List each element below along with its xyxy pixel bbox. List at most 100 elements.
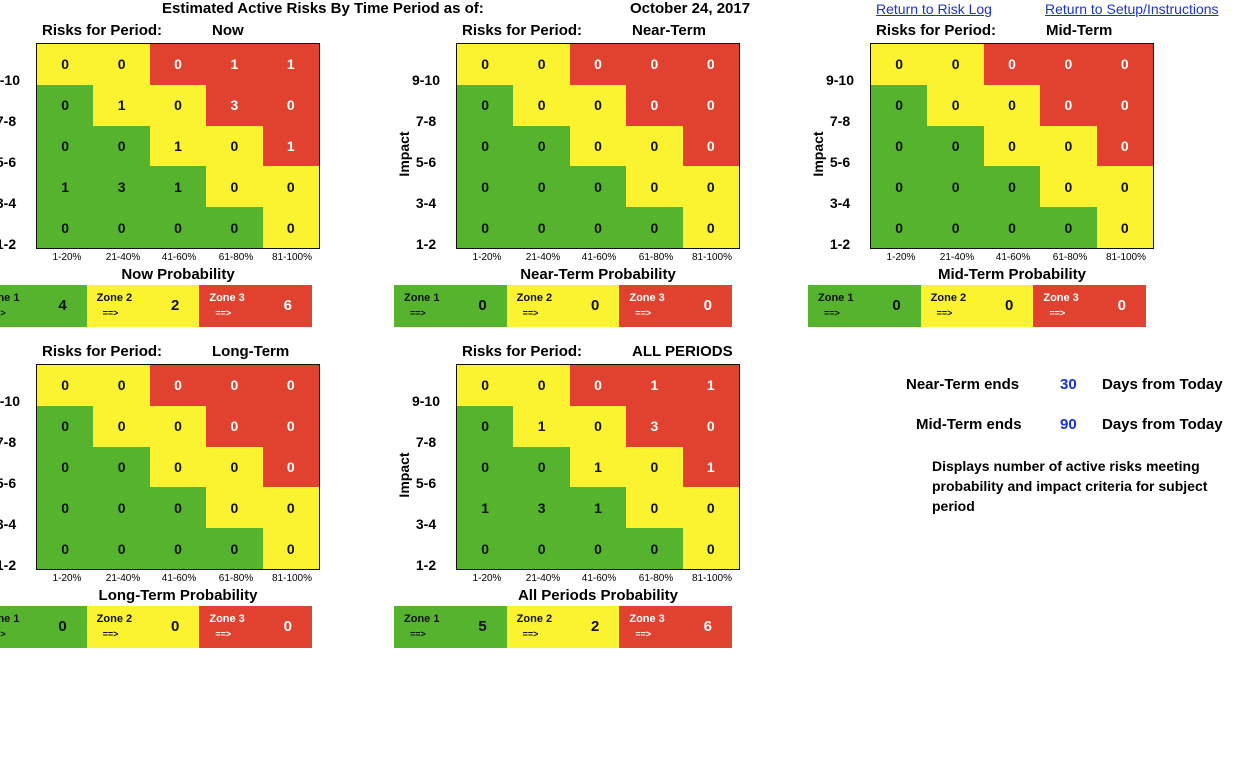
matrix-cell: 1: [569, 487, 627, 529]
probability-col-label: 1-20%: [52, 573, 82, 584]
zone-3-text: Zone 3: [209, 613, 245, 625]
matrix-cell: 0: [682, 84, 739, 126]
zone-3-text: Zone 3: [629, 292, 665, 304]
matrix-cell: 0: [1096, 207, 1153, 248]
matrix-cell: 0: [626, 487, 683, 529]
arrow-icon: ==>: [102, 629, 119, 639]
zone-2-label: Zone 2 ==>: [97, 612, 132, 642]
matrix-cell: 0: [149, 44, 207, 85]
matrix-cell: 0: [626, 207, 683, 248]
matrix-cell: 3: [626, 405, 683, 447]
risk-matrix-panel-mid-term: Risks for Period: Mid-Term Impact 9-10 7-8 5-…: [808, 22, 1208, 332]
matrix-cell: 1: [457, 487, 514, 529]
matrix-cell: 1: [682, 446, 739, 488]
zone-2-count: 2: [591, 618, 600, 635]
matrix-cell: 0: [513, 125, 570, 167]
matrix-cell: 0: [93, 487, 150, 529]
mid-term-label: Mid-Term ends: [916, 416, 1022, 433]
probability-col-label: 1-20%: [472, 252, 502, 263]
matrix-cell: 1: [206, 44, 263, 85]
zone-2-text: Zone 2: [516, 292, 553, 304]
zone-2-label: Zone 2 ==>: [931, 291, 966, 321]
matrix-cell: 0: [262, 84, 319, 126]
zone-1-label: Zone 1 ==>: [404, 612, 439, 642]
zone-2-summary: Zone 2 ==> 0: [506, 285, 620, 327]
return-to-risk-log-link[interactable]: Return to Risk Log: [876, 1, 992, 17]
zone-2-count: 2: [171, 297, 180, 314]
matrix-cell: 0: [93, 446, 150, 488]
matrix-cell: 0: [262, 365, 319, 406]
arrow-icon: ==>: [522, 629, 539, 639]
probability-title: All Periods Probability: [517, 587, 679, 604]
matrix-cell: 1: [262, 44, 319, 85]
impact-row-label: 9-10: [825, 72, 855, 88]
near-term-label: Near-Term ends: [906, 376, 1020, 393]
zone-2-count: 0: [171, 618, 180, 635]
matrix-cell: 0: [513, 166, 570, 208]
matrix-cell: 0: [262, 487, 319, 529]
matrix-cell: 0: [206, 487, 263, 529]
matrix-cell: 0: [569, 125, 627, 167]
matrix-cell: 0: [569, 528, 627, 569]
zone-3-summary: Zone 3 ==> 0: [619, 285, 733, 327]
probability-title: Now Probability: [121, 266, 235, 283]
probability-col-label: 41-60%: [581, 252, 617, 263]
zone-1-label: Zone 1 ==>: [0, 612, 19, 642]
matrix-cell: 1: [682, 365, 739, 406]
matrix-cell: 0: [262, 405, 319, 447]
arrow-icon: ==>: [102, 308, 119, 318]
matrix-cell: 0: [37, 125, 94, 167]
impact-row-label: 7-8: [415, 113, 437, 129]
matrix-cell: 0: [206, 528, 263, 569]
near-term-days: 30: [1060, 376, 1077, 393]
matrix-cell: 0: [457, 125, 514, 167]
arrow-icon: ==>: [215, 308, 232, 318]
matrix-cell: 0: [262, 207, 319, 248]
matrix-cell: 0: [149, 365, 207, 406]
arrow-icon: ==>: [1049, 308, 1066, 318]
matrix-cell: 0: [569, 207, 627, 248]
matrix-cell: 0: [149, 446, 207, 488]
probability-col-label: 61-80%: [218, 573, 254, 584]
probability-col-label: 21-40%: [105, 573, 141, 584]
zone-2-count: 0: [1005, 297, 1014, 314]
matrix-cell: 0: [149, 207, 207, 248]
zone-3-count: 0: [703, 297, 713, 314]
matrix-cell: 0: [983, 125, 1041, 167]
matrix-cell: 0: [983, 166, 1041, 208]
zone-1-count: 4: [58, 297, 67, 314]
near-term-setting: Near-Term ends 30 Days from Today: [906, 376, 1223, 393]
risks-for-period-label: Risks for Period:: [42, 22, 163, 39]
zone-1-text: Zone 1: [0, 292, 20, 304]
matrix-cell: 0: [149, 84, 207, 126]
impact-row-label: 1-2: [829, 236, 851, 252]
zone-1-text: Zone 1: [404, 613, 440, 625]
matrix-cell: 0: [457, 166, 514, 208]
matrix-cell: 1: [626, 365, 683, 406]
zone-2-text: Zone 2: [930, 292, 967, 304]
probability-col-label: 81-100%: [271, 573, 313, 584]
matrix-cell: 0: [513, 44, 570, 85]
matrix-cell: 0: [1040, 44, 1097, 85]
matrix-cell: 0: [626, 125, 683, 167]
arrow-icon: ==>: [0, 629, 6, 639]
impact-row-label: 3-4: [829, 195, 851, 211]
matrix-cell: 0: [206, 125, 263, 167]
period-name: Near-Term: [632, 22, 706, 39]
risk-matrix-panel-long-term: Risks for Period:Long-TermImpact9-107-85…: [0, 343, 374, 653]
matrix-cell: 0: [457, 446, 514, 488]
matrix-cell: 0: [37, 44, 94, 85]
zone-3-count: 0: [1117, 297, 1127, 314]
matrix-cell: 1: [37, 166, 94, 208]
return-to-setup-link[interactable]: Return to Setup/Instructions: [1045, 1, 1219, 17]
zone-2-label: Zone 2 ==>: [517, 291, 552, 321]
probability-col-label: 81-100%: [691, 573, 733, 584]
impact-row-label: 5-6: [0, 154, 17, 170]
matrix-cell: 0: [1096, 44, 1153, 85]
probability-title: Long-Term Probability: [98, 587, 258, 604]
near-term-days-suffix: Days from Today: [1102, 376, 1223, 393]
zone-1-label: Zone 1 ==>: [404, 291, 439, 321]
zone-3-label: Zone 3 ==>: [209, 612, 244, 642]
zone-1-summary: Zone 1 ==> 5: [394, 606, 507, 648]
